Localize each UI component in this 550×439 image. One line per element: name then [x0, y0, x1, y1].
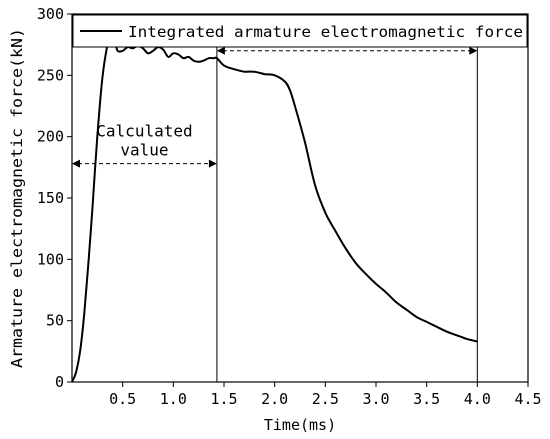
x-tick-label-3: 2.0 [261, 390, 288, 408]
annotation-arrowhead-right-0 [208, 159, 217, 168]
y-tick-label-2: 100 [37, 250, 64, 268]
legend: Integrated armature electromagnetic forc… [72, 14, 528, 48]
plot-frame [71, 13, 529, 383]
y-tick-label-0: 0 [55, 373, 64, 391]
legend-box [72, 14, 528, 48]
x-tick-label-7: 4.0 [464, 390, 491, 408]
series-layer [71, 34, 478, 383]
y-tick-label-4: 200 [37, 128, 64, 146]
x-tick-label-2: 1.5 [210, 390, 237, 408]
x-tick-label-8: 4.5 [514, 390, 541, 408]
annotation-arrowhead-right-1 [469, 46, 478, 55]
x-axis-ticks: 0.5 1.0 1.5 2.0 2.5 3.0 3.5 4.0 4.5 [109, 382, 542, 408]
x-tick-label-4: 2.5 [312, 390, 339, 408]
series-line-0 [71, 34, 478, 383]
y-tick-label-1: 50 [46, 312, 64, 330]
x-axis-label: Time(ms) [264, 416, 336, 434]
annotation-label-0: Calculated value [96, 122, 192, 160]
y-tick-label-3: 150 [37, 189, 64, 207]
x-tick-label-1: 1.0 [160, 390, 187, 408]
legend-label: Integrated armature electromagnetic forc… [128, 23, 523, 41]
y-tick-label-6: 300 [37, 5, 64, 23]
y-axis-ticks: 0 50 100 150 200 250 300 [37, 5, 72, 391]
y-axis-label: Armature electromagnetic force(kN) [8, 28, 26, 368]
annotation-arrowhead-left-0 [72, 159, 80, 168]
x-tick-label-5: 3.0 [362, 390, 389, 408]
x-tick-label-0: 0.5 [109, 390, 136, 408]
x-tick-label-6: 3.5 [413, 390, 440, 408]
y-tick-label-5: 250 [37, 66, 64, 84]
annotation-arrowhead-left-1 [216, 46, 225, 55]
vertical-lines [216, 14, 478, 382]
plot-area-border [71, 13, 529, 383]
